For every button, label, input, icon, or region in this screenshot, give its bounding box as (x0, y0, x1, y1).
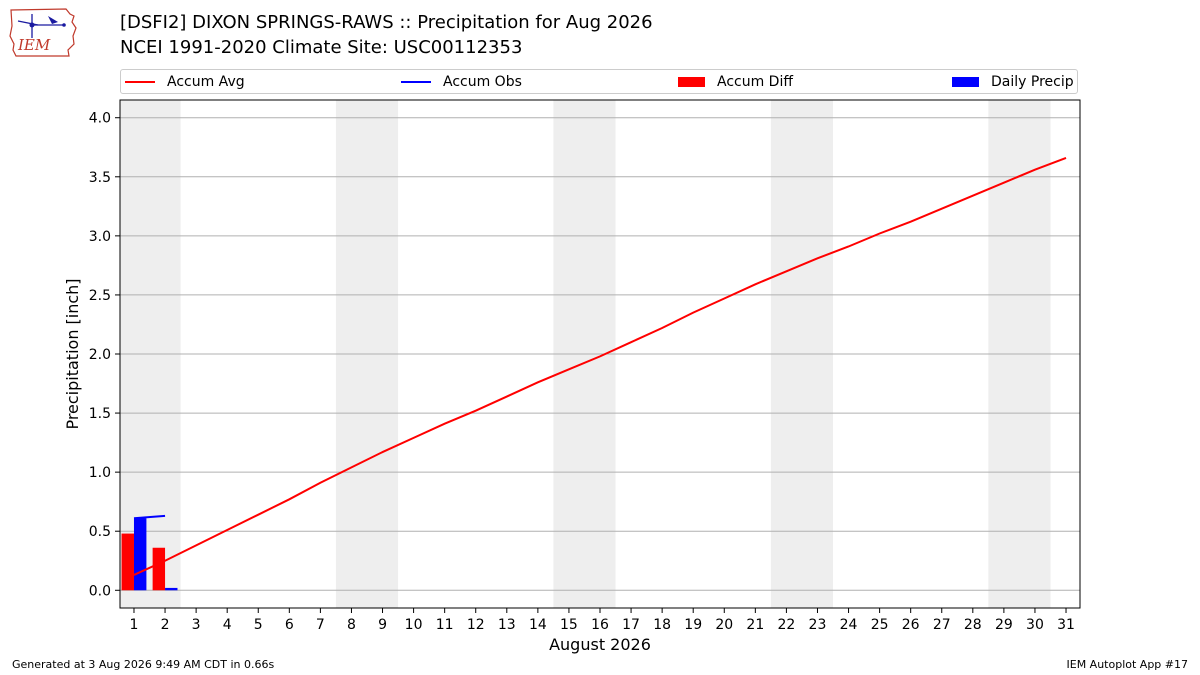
legend-label-accum-avg: Accum Avg (167, 73, 245, 90)
y-tick-label: 4.0 (89, 111, 111, 127)
y-tick-label: 3.5 (89, 170, 111, 186)
daily-precip-bar (133, 518, 147, 591)
x-tick-label: 21 (746, 617, 764, 633)
y-tick-label: 0.0 (89, 583, 111, 599)
x-axis-label: August 2026 (549, 635, 651, 654)
x-tick-label: 14 (529, 617, 547, 633)
iem-logo-icon: IEM (9, 8, 77, 57)
x-tick-label: 26 (902, 617, 920, 633)
x-tick-label: 5 (254, 617, 263, 633)
x-tick-label: 6 (285, 617, 294, 633)
footer-app-text: IEM Autoplot App #17 (1066, 658, 1189, 671)
x-tick-label: 27 (933, 617, 951, 633)
legend-swatch-accum-obs (401, 80, 431, 83)
x-tick-label: 4 (223, 617, 232, 633)
x-tick-label: 11 (436, 617, 454, 633)
x-axis-ticks: 1 2 3 4 5 6 7 8 9 10 11 12 13 14 15 16 17 18 19 20 21 22 23 24 2… (130, 608, 1075, 633)
legend-item-accum-avg: Accum Avg (125, 70, 245, 93)
y-tick-label: 2.0 (89, 347, 111, 363)
y-axis-ticks: 0.0 0.5 1.0 1.5 2.0 2.5 3.0 3.5 4.0 (89, 111, 120, 599)
x-tick-label: 22 (777, 617, 795, 633)
legend-item-accum-obs: Accum Obs (401, 70, 522, 93)
accum-diff-bar (121, 533, 134, 591)
x-tick-label: 28 (964, 617, 982, 633)
x-tick-label: 17 (622, 617, 640, 633)
chart-subtitle: NCEI 1991-2020 Climate Site: USC00112353 (120, 37, 523, 58)
x-tick-label: 20 (715, 617, 733, 633)
accum-diff-bar (152, 547, 166, 591)
x-tick-label: 25 (871, 617, 889, 633)
bar-marks (121, 518, 178, 591)
x-tick-label: 3 (192, 617, 201, 633)
x-tick-label: 19 (684, 617, 702, 633)
legend-label-accum-obs: Accum Obs (443, 73, 522, 90)
y-tick-label: 3.0 (89, 229, 111, 245)
legend-swatch-accum-avg (125, 80, 155, 83)
footer-generated-text: Generated at 3 Aug 2026 9:49 AM CDT in 0… (12, 658, 275, 671)
legend-item-accum-diff: Accum Diff (678, 70, 793, 93)
x-tick-label: 16 (591, 617, 609, 633)
chart-legend: Accum Avg Accum Obs Accum Diff Daily Pre… (120, 69, 1078, 94)
line-marks (133, 156, 1067, 576)
chart-title: [DSFI2] DIXON SPRINGS-RAWS :: Precipitat… (120, 12, 653, 33)
x-tick-label: 15 (560, 617, 578, 633)
legend-label-accum-diff: Accum Diff (717, 73, 794, 90)
x-tick-label: 1 (130, 617, 139, 633)
daily-precip-bar (165, 587, 178, 591)
y-tick-label: 1.5 (89, 406, 111, 422)
y-gridlines (120, 117, 1080, 591)
x-tick-label: 12 (467, 617, 485, 633)
x-tick-label: 29 (995, 617, 1013, 633)
legend-swatch-daily-precip (952, 76, 979, 87)
x-tick-label: 10 (405, 617, 423, 633)
logo-text: IEM (17, 36, 51, 54)
y-axis-label: Precipitation [inch] (63, 278, 82, 429)
x-tick-label: 8 (347, 617, 356, 633)
x-tick-label: 31 (1057, 617, 1075, 633)
legend-item-daily-precip: Daily Precip (952, 70, 1074, 93)
accum-obs-line (133, 514, 166, 520)
legend-swatch-accum-diff (678, 76, 705, 87)
legend-label-daily-precip: Daily Precip (991, 73, 1074, 90)
x-tick-label: 24 (840, 617, 858, 633)
x-tick-label: 13 (498, 617, 516, 633)
x-tick-label: 30 (1026, 617, 1044, 633)
x-tick-label: 23 (809, 617, 827, 633)
x-tick-label: 7 (316, 617, 325, 633)
accum-avg-line (133, 156, 1067, 576)
y-tick-label: 0.5 (89, 524, 111, 540)
x-tick-label: 18 (653, 617, 671, 633)
x-tick-label: 2 (161, 617, 170, 633)
y-tick-label: 1.0 (89, 465, 111, 481)
y-tick-label: 2.5 (89, 288, 111, 304)
x-tick-label: 9 (378, 617, 387, 633)
